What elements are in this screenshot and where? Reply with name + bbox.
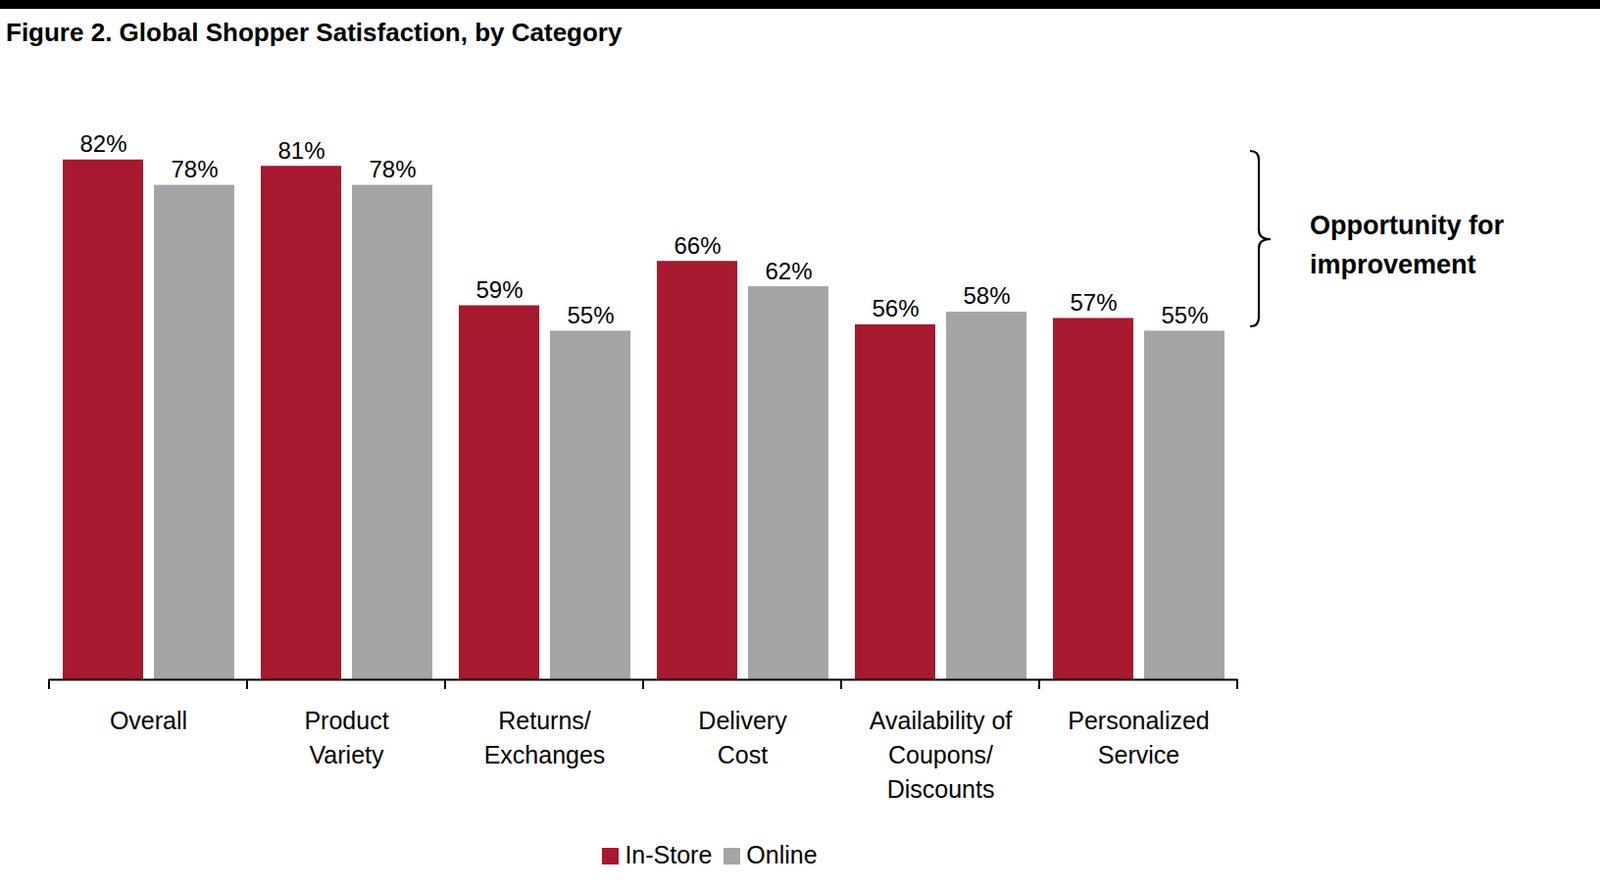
svg-text:PersonalizedService: PersonalizedService bbox=[1067, 706, 1210, 769]
svg-text:59%: 59% bbox=[475, 276, 523, 303]
svg-text:Returns/Exchanges: Returns/Exchanges bbox=[484, 706, 606, 769]
svg-text:78%: 78% bbox=[170, 155, 218, 183]
svg-text:58%: 58% bbox=[962, 282, 1010, 309]
html-text:In-Store: In-Store bbox=[624, 841, 713, 869]
svg-text:ProductVariety: ProductVariety bbox=[303, 706, 389, 769]
html-text:Opportunity for improvement: Opportunity for improvement bbox=[1309, 210, 1504, 280]
html-text:Online: Online bbox=[746, 841, 818, 869]
svg-text:Overall: Overall bbox=[109, 706, 188, 735]
svg-text:Availability ofCoupons/Discoun: Availability ofCoupons/Discounts bbox=[869, 706, 1013, 803]
svg-text:82%: 82% bbox=[79, 130, 127, 157]
svg-text:78%: 78% bbox=[368, 155, 416, 183]
svg-text:55%: 55% bbox=[1160, 301, 1208, 329]
svg-text:57%: 57% bbox=[1069, 289, 1117, 316]
svg-text:DeliveryCost: DeliveryCost bbox=[698, 706, 788, 769]
svg-text:56%: 56% bbox=[871, 295, 919, 322]
svg-text:55%: 55% bbox=[566, 301, 614, 329]
svg-text:81%: 81% bbox=[277, 137, 325, 164]
svg-text:66%: 66% bbox=[673, 232, 721, 259]
svg-text:62%: 62% bbox=[764, 257, 812, 285]
html-text:Figure 2. Global Shopper Satis: Figure 2. Global Shopper Satisfaction, b… bbox=[5, 17, 623, 48]
